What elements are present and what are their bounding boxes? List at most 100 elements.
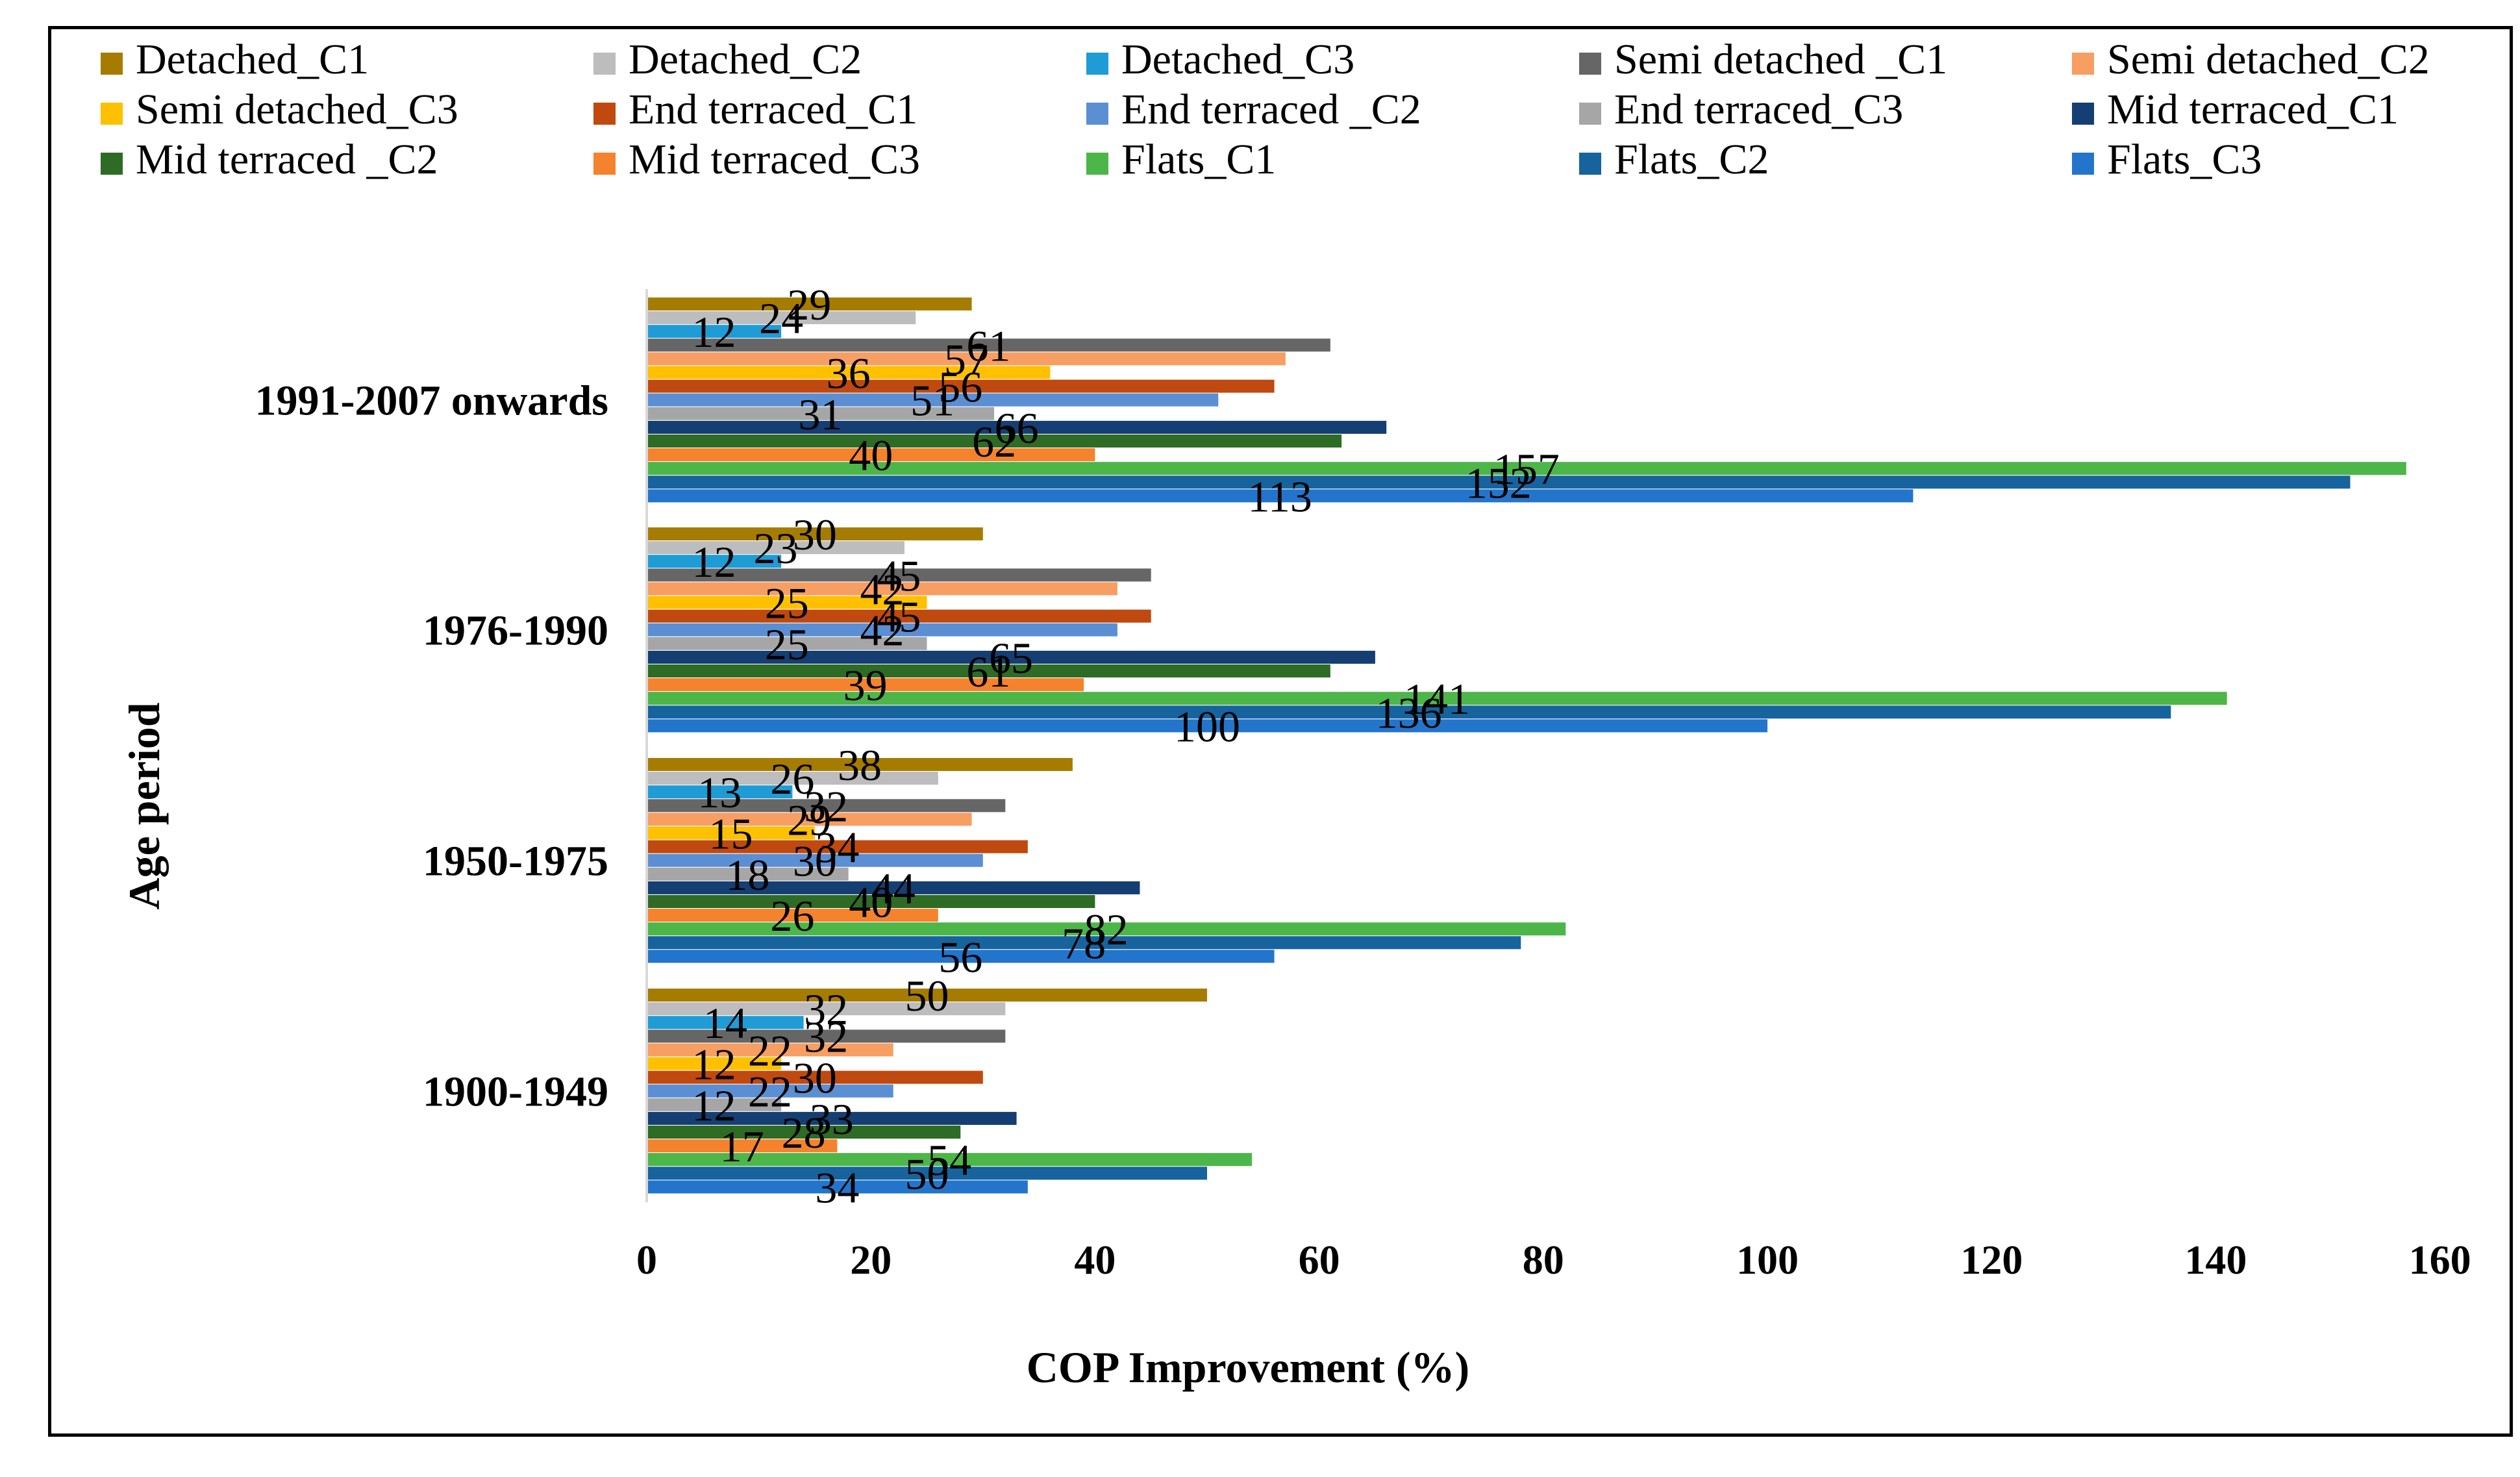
bar-group-1950-1975 (647, 758, 1566, 963)
bar-semi-detached-c2 (647, 352, 1286, 366)
legend-item-mid-terraced-c2: Mid terraced _C2 (101, 136, 438, 183)
data-label: 51 (910, 376, 954, 425)
bar-detached-c1 (647, 527, 983, 540)
data-label: 61 (966, 321, 1010, 370)
data-label: 56 (938, 362, 982, 412)
legend-swatch (1086, 153, 1108, 175)
bar-chart: Detached_C1 Detached_C2 Detached_C3 Semi de… (101, 36, 2471, 1392)
bars (647, 297, 2406, 1194)
bar-group-1900-1949 (647, 989, 1253, 1194)
data-label: 31 (799, 390, 843, 439)
data-label: 45 (877, 592, 921, 642)
bar-flats-c3 (647, 489, 1914, 503)
x-tick-label: 60 (1299, 1237, 1340, 1283)
bar-end-terraced-c1 (647, 379, 1275, 393)
legend-label: Flats_C3 (2107, 136, 2262, 183)
data-label: 141 (1404, 674, 1470, 724)
bar-end-terraced-c2 (647, 853, 983, 867)
legend-label: Semi detached_C3 (136, 86, 458, 133)
data-label: 34 (815, 1163, 859, 1212)
legend-swatch (1579, 153, 1601, 175)
data-label: 62 (972, 417, 1016, 466)
bar-end-terraced-c1 (647, 1070, 983, 1084)
data-label: 40 (849, 877, 893, 927)
data-label: 56 (938, 932, 982, 981)
legend-label: End terraced _C2 (1121, 86, 1421, 133)
data-label: 30 (793, 510, 837, 559)
bar-detached-c3 (647, 325, 782, 338)
data-label: 26 (770, 754, 814, 803)
x-tick-label: 160 (2409, 1237, 2471, 1283)
data-label: 32 (804, 985, 848, 1034)
legend-swatch (593, 103, 616, 125)
bar-mid-terraced-c3 (647, 1139, 838, 1153)
legend-label: Semi detached _C1 (1614, 36, 1947, 83)
data-label: 13 (697, 768, 742, 817)
category-label-1900-1949: 1900-1949 (423, 1068, 608, 1115)
legend-item-end-terraced-c2: End terraced _C2 (1086, 86, 1421, 133)
legend-swatch (1579, 103, 1601, 125)
legend-item-flats-c1: Flats_C1 (1086, 136, 1276, 183)
bar-semi-detached-c1 (647, 1029, 1006, 1043)
data-label: 25 (765, 579, 809, 628)
bar-detached-c1 (647, 758, 1073, 771)
legend-item-mid-terraced-c1: Mid terraced_C1 (2072, 86, 2399, 133)
bar-detached-c3 (647, 555, 782, 568)
data-label: 24 (759, 294, 803, 343)
bar-mid-terraced-c2 (647, 1126, 961, 1139)
y-axis-title: Age period (119, 702, 169, 909)
data-label: 39 (843, 661, 888, 710)
legend-item-semi-detached-c2: Semi detached_C2 (2072, 36, 2430, 83)
data-label: 15 (708, 809, 753, 859)
bar-flats-c3 (647, 719, 1767, 733)
data-label: 28 (782, 1108, 826, 1157)
legend-label: Mid terraced_C1 (2107, 86, 2399, 133)
chart-frame: Detached_C1 Detached_C2 Detached_C3 Semi de… (48, 26, 2513, 1437)
data-label: 40 (849, 431, 893, 480)
legend-item-detached-c3: Detached_C3 (1086, 36, 1354, 83)
bar-detached-c2 (647, 772, 938, 785)
data-label: 82 (1084, 905, 1129, 954)
bar-semi-detached-c2 (647, 813, 972, 826)
data-label: 38 (838, 740, 882, 790)
legend-label: End terraced_C3 (1614, 86, 1903, 133)
legend-item-semi-detached-c1: Semi detached _C1 (1579, 36, 1947, 83)
bar-mid-terraced-c3 (647, 678, 1084, 692)
legend-label: Mid terraced _C2 (136, 136, 438, 183)
bar-group-1991-2007-onwards (647, 297, 2406, 503)
bar-semi-detached-c1 (647, 568, 1151, 582)
data-label: 113 (1247, 472, 1312, 521)
data-label: 12 (692, 537, 736, 587)
x-tick-label: 120 (1960, 1237, 2023, 1283)
data-label: 57 (944, 335, 988, 384)
data-label: 17 (720, 1122, 764, 1171)
bar-semi-detached-c3 (647, 826, 815, 840)
bar-flats-c1 (647, 462, 2406, 475)
legend-label: Semi detached_C2 (2107, 36, 2430, 83)
legend-item-detached-c1: Detached_C1 (101, 36, 369, 83)
legend-swatch (2072, 103, 2094, 125)
bar-group-1976-1990 (647, 527, 2227, 733)
legend-swatch (101, 53, 123, 75)
bar-mid-terraced-c2 (647, 895, 1095, 908)
bar-end-terraced-c3 (647, 637, 927, 650)
bar-mid-terraced-c2 (647, 664, 1330, 677)
data-label: 32 (804, 781, 848, 831)
bar-semi-detached-c3 (647, 596, 927, 609)
legend-item-semi-detached-c3: Semi detached_C3 (101, 86, 458, 133)
x-tick-label: 100 (1736, 1237, 1799, 1283)
bar-detached-c2 (647, 311, 916, 325)
legend-item-end-terraced-c1: End terraced_C1 (593, 86, 917, 133)
legend: Detached_C1 Detached_C2 Detached_C3 Semi de… (101, 36, 2430, 183)
bar-flats-c1 (647, 922, 1566, 936)
bar-mid-terraced-c1 (647, 881, 1140, 894)
data-label: 42 (860, 606, 904, 655)
bar-mid-terraced-c1 (647, 1111, 1017, 1125)
legend-swatch (101, 103, 123, 125)
bar-flats-c2 (647, 705, 2171, 719)
bar-detached-c1 (647, 297, 972, 310)
data-label: 14 (703, 998, 747, 1048)
bar-semi-detached-c3 (647, 1057, 782, 1070)
data-label: 136 (1376, 688, 1442, 737)
